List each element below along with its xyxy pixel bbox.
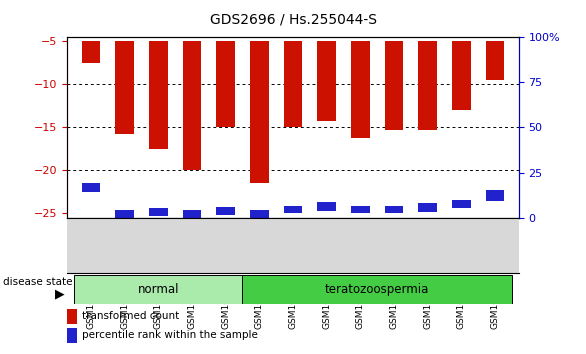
Text: normal: normal <box>138 283 179 296</box>
Bar <box>67 328 77 343</box>
Bar <box>385 41 403 130</box>
Bar <box>216 41 235 127</box>
Bar <box>452 41 471 110</box>
Text: ▶: ▶ <box>55 287 64 301</box>
Bar <box>243 275 512 304</box>
Text: GDS2696 / Hs.255044-S: GDS2696 / Hs.255044-S <box>210 12 376 27</box>
Bar <box>284 41 302 127</box>
Text: percentile rank within the sample: percentile rank within the sample <box>82 330 258 341</box>
Bar <box>452 200 471 208</box>
Bar <box>351 206 370 213</box>
Bar <box>418 203 437 212</box>
Bar <box>351 41 370 138</box>
Bar <box>385 206 403 213</box>
Bar <box>318 41 336 121</box>
Bar <box>115 41 134 134</box>
Bar <box>81 183 100 192</box>
Bar <box>149 208 168 216</box>
Text: disease state: disease state <box>3 277 73 287</box>
Bar <box>74 275 243 304</box>
Bar <box>418 41 437 130</box>
Bar <box>250 210 268 218</box>
Bar <box>284 206 302 213</box>
Bar <box>486 190 505 200</box>
Bar <box>81 41 100 63</box>
Bar <box>486 41 505 80</box>
Bar <box>183 210 201 218</box>
Bar <box>149 41 168 149</box>
Text: transformed count: transformed count <box>82 311 179 321</box>
Bar <box>250 41 268 183</box>
Bar <box>67 309 77 324</box>
Bar <box>216 207 235 215</box>
Bar <box>318 202 336 211</box>
Bar <box>183 41 201 170</box>
Text: teratozoospermia: teratozoospermia <box>325 283 430 296</box>
Bar <box>115 210 134 218</box>
